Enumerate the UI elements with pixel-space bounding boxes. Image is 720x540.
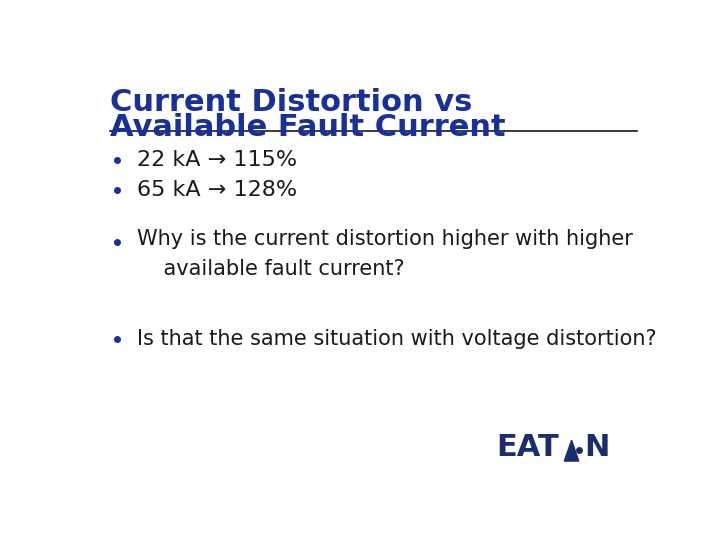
Text: Available Fault Current: Available Fault Current (109, 113, 505, 141)
Polygon shape (564, 440, 579, 461)
Text: 22 kA → 115%: 22 kA → 115% (138, 151, 297, 171)
Text: Current Distortion vs: Current Distortion vs (109, 87, 472, 117)
Text: 65 kA → 128%: 65 kA → 128% (138, 179, 297, 200)
Text: EAT: EAT (496, 433, 559, 462)
Text: Why is the current distortion higher with higher
    available fault current?: Why is the current distortion higher wit… (138, 229, 634, 279)
Text: N: N (584, 433, 609, 462)
Text: Is that the same situation with voltage distortion?: Is that the same situation with voltage … (138, 329, 657, 349)
